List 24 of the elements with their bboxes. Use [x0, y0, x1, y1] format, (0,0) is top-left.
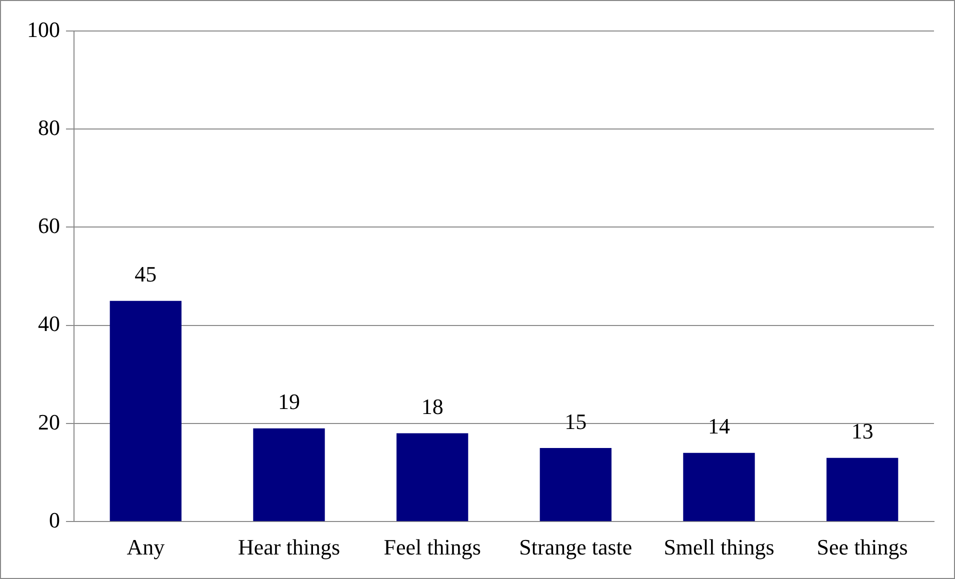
y-tick-label: 20: [38, 409, 60, 434]
data-label: 15: [564, 408, 587, 434]
bar: [683, 452, 755, 522]
bar: [826, 458, 898, 522]
bar: [110, 300, 182, 522]
y-tick-label: 0: [49, 507, 60, 532]
y-tick-label: 80: [38, 114, 60, 140]
x-tick-label: See things: [816, 534, 908, 560]
data-label: 45: [134, 262, 157, 287]
x-tick-label: Feel things: [384, 534, 481, 560]
x-tick-label: Strange taste: [519, 534, 632, 560]
y-tick-label: 40: [38, 311, 60, 336]
data-label: 18: [421, 394, 444, 420]
bar: [540, 448, 612, 522]
data-label: 19: [278, 389, 300, 414]
data-label: 13: [851, 418, 874, 444]
data-label: 14: [708, 414, 730, 439]
x-tick-label: Hear things: [238, 534, 340, 560]
x-tick-label: Any: [126, 534, 165, 560]
y-tick-label: 60: [38, 213, 60, 238]
x-tick-label: Smell things: [664, 534, 774, 560]
bar: [253, 428, 325, 522]
y-tick-label: 100: [27, 16, 60, 42]
bar: [396, 433, 468, 522]
